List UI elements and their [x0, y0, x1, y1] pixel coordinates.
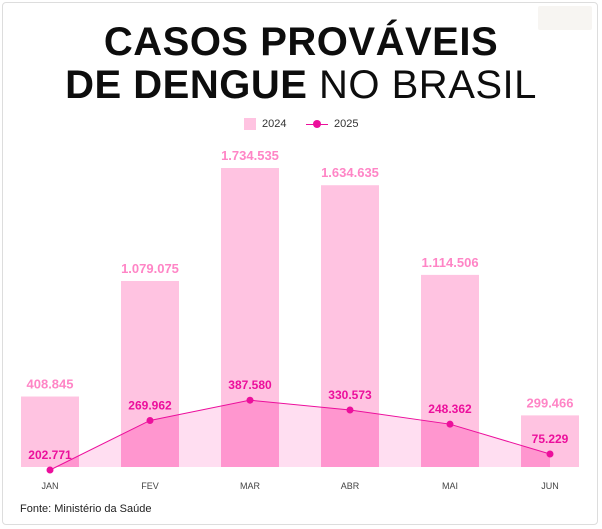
x-tick-label: MAR — [240, 481, 261, 491]
data-label-2025: 269.962 — [128, 398, 172, 412]
legend-swatch-2024 — [244, 118, 256, 130]
point-2025 — [446, 420, 454, 428]
title-line-2: DE DENGUE NO BRASIL — [0, 63, 602, 107]
x-tick-label: MAI — [442, 481, 458, 491]
data-label-2025: 202.771 — [28, 448, 72, 462]
data-label-2024: 1.734.535 — [221, 148, 279, 163]
point-2025 — [546, 450, 554, 458]
data-label-2025: 330.573 — [328, 388, 372, 402]
data-label-2024: 408.845 — [27, 377, 74, 392]
legend-label-2024: 2024 — [262, 118, 287, 130]
point-2025 — [46, 466, 54, 474]
legend-item-2025: 2025 — [306, 116, 358, 132]
legend-item-2024: 2024 — [244, 116, 286, 132]
chart-legend: 2024 2025 — [0, 116, 602, 132]
bar-2024-overlap — [221, 400, 279, 467]
point-2025 — [246, 396, 254, 404]
legend-swatch-2025 — [306, 118, 328, 130]
point-2025 — [346, 406, 354, 414]
data-label-2025: 387.580 — [228, 378, 272, 392]
bar-2024 — [21, 396, 79, 467]
data-label-2025: 75.229 — [532, 432, 569, 446]
x-tick-label: FEV — [141, 481, 159, 491]
title-line-2-light: NO BRASIL — [319, 63, 537, 107]
data-label-2024: 1.114.506 — [421, 255, 478, 270]
title-line-1: CASOS PROVÁVEIS — [103, 20, 499, 64]
x-tick-label: JAN — [41, 481, 58, 491]
corner-logo-placeholder — [538, 6, 592, 30]
series-line-2025 — [49, 399, 551, 471]
data-label-2024: 299.466 — [527, 395, 574, 410]
source-note: Fonte: Ministério da Saúde — [20, 503, 152, 515]
x-tick-label: ABR — [341, 481, 360, 491]
title-line-2-bold: DE DENGUE — [65, 63, 308, 107]
legend-label-2025: 2025 — [334, 118, 359, 130]
point-2025 — [146, 416, 154, 424]
x-tick-label: JUN — [541, 481, 559, 491]
data-label-2024: 1.079.075 — [121, 261, 179, 276]
data-label-2025: 248.362 — [428, 402, 472, 416]
data-label-2024: 1.634.635 — [321, 165, 379, 180]
